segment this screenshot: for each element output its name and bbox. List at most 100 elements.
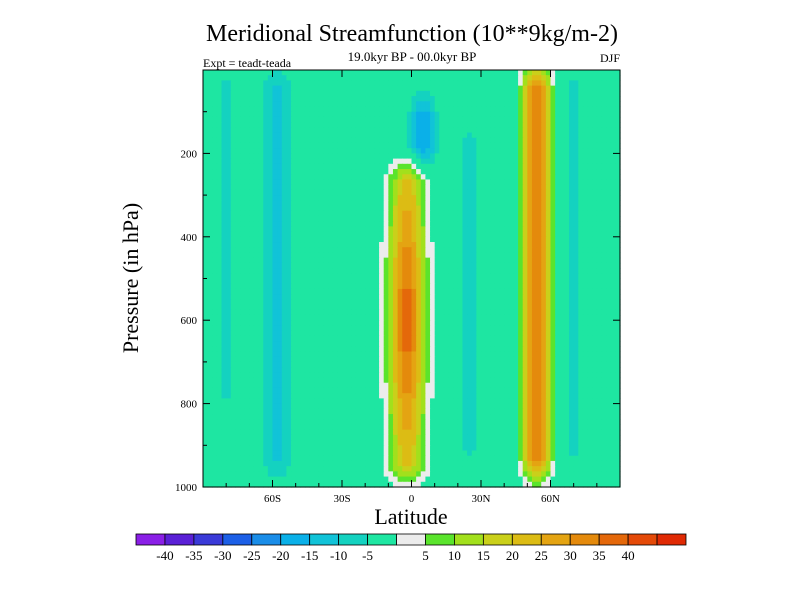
field-cell <box>291 132 297 139</box>
field-cell <box>216 116 223 123</box>
field-cell <box>582 111 589 118</box>
field-cell <box>277 314 283 321</box>
field-cell <box>388 325 394 332</box>
field-cell <box>323 252 329 259</box>
field-cell <box>481 101 487 108</box>
field-cell <box>573 314 579 321</box>
field-cell <box>550 351 556 358</box>
field-cell <box>606 236 612 243</box>
field-cell <box>272 101 278 108</box>
field-cell <box>212 96 218 102</box>
field-cell <box>360 268 366 274</box>
field-cell <box>277 106 283 113</box>
field-cell <box>318 283 325 290</box>
field-cell <box>448 215 454 222</box>
field-cell <box>467 205 473 212</box>
field-cell <box>346 70 352 76</box>
field-cell <box>439 70 445 76</box>
field-cell <box>601 148 607 154</box>
field-cell <box>453 330 459 337</box>
field-cell <box>374 122 380 128</box>
field-cell <box>592 257 598 264</box>
field-cell <box>494 80 501 87</box>
field-cell <box>518 80 524 87</box>
field-cell <box>490 111 496 118</box>
field-cell <box>272 257 278 264</box>
field-cell <box>439 169 445 175</box>
field-cell <box>286 205 292 212</box>
field-cell <box>513 341 519 347</box>
field-cell <box>365 356 371 363</box>
field-cell <box>300 304 306 311</box>
field-cell <box>216 205 223 212</box>
field-cell <box>383 158 389 165</box>
field-cell <box>402 142 408 149</box>
field-cell <box>212 195 218 201</box>
field-cell <box>230 215 237 222</box>
field-cell <box>203 158 209 165</box>
field-cell <box>471 80 477 87</box>
field-cell <box>406 221 413 227</box>
field-cell <box>263 184 269 191</box>
field-cell <box>425 304 431 311</box>
field-cell <box>522 122 528 128</box>
field-cell <box>374 132 380 139</box>
field-cell <box>351 252 357 259</box>
field-cell <box>555 278 561 285</box>
field-cell <box>434 215 440 222</box>
field-cell <box>332 148 338 154</box>
field-cell <box>564 169 570 175</box>
field-cell <box>569 283 575 290</box>
field-cell <box>425 262 431 269</box>
field-cell <box>263 262 269 269</box>
field-cell <box>346 163 352 170</box>
field-cell <box>226 205 232 212</box>
field-cell <box>281 174 287 181</box>
field-cell <box>592 205 598 212</box>
field-cell <box>476 90 482 97</box>
field-cell <box>212 127 218 134</box>
field-cell <box>481 215 487 222</box>
field-cell <box>448 226 454 233</box>
field-cell <box>323 226 329 233</box>
field-cell <box>355 294 362 300</box>
field-cell <box>286 127 292 134</box>
field-cell <box>592 304 598 311</box>
field-cell <box>383 247 389 254</box>
field-cell <box>522 90 528 97</box>
field-cell <box>592 200 598 207</box>
field-cell <box>360 341 366 347</box>
field-cell <box>212 330 218 337</box>
field-cell <box>346 242 352 248</box>
field-cell <box>564 236 570 243</box>
field-cell <box>235 299 241 306</box>
field-cell <box>244 80 250 87</box>
field-cell <box>494 195 501 201</box>
field-cell <box>291 252 297 259</box>
field-cell <box>397 278 403 285</box>
field-cell <box>258 189 264 196</box>
field-cell <box>369 96 376 102</box>
field-cell <box>420 341 426 347</box>
field-cell <box>281 247 287 254</box>
field-cell <box>518 85 524 92</box>
field-cell <box>481 346 487 353</box>
field-cell <box>249 169 255 175</box>
field-cell <box>522 75 528 82</box>
field-cell <box>522 335 528 342</box>
field-cell <box>295 184 301 191</box>
field-cell <box>249 90 255 97</box>
field-cell <box>504 299 510 306</box>
field-cell <box>272 189 278 196</box>
field-cell <box>420 200 426 207</box>
field-cell <box>425 96 431 102</box>
field-cell <box>416 262 422 269</box>
field-cell <box>527 226 533 233</box>
field-cell <box>471 122 477 128</box>
field-cell <box>601 309 607 316</box>
field-cell <box>569 221 575 227</box>
field-cell <box>541 195 547 201</box>
field-cell <box>383 257 389 264</box>
field-cell <box>471 111 477 118</box>
field-cell <box>346 273 352 280</box>
